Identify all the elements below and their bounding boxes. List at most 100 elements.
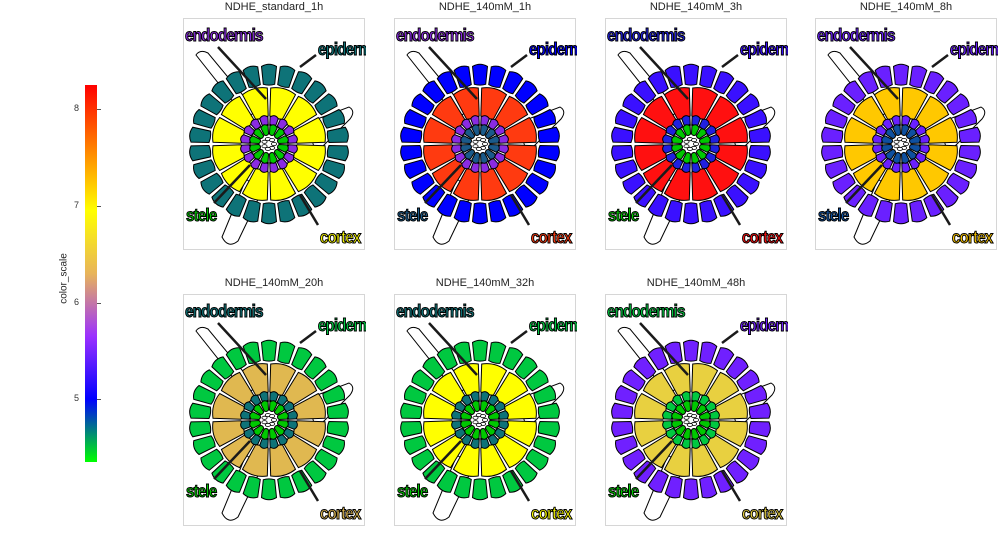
stele-cell (460, 135, 473, 145)
epidermis-cell (682, 478, 700, 501)
epidermis-cell (326, 144, 349, 162)
stele-cell (479, 124, 489, 137)
stele-cell (268, 151, 278, 164)
endodermis-cell (240, 420, 252, 430)
cortex-label: cortex (742, 503, 784, 523)
cortex-pointer (298, 470, 320, 502)
epidermis-cell (622, 369, 646, 392)
stele-label: stele (186, 205, 217, 225)
endodermis-cell (691, 115, 701, 127)
colorbar-tick-label: 6 (74, 296, 80, 307)
stele-cell (268, 400, 278, 413)
endodermis-cell (891, 161, 901, 173)
stele-cell (892, 124, 902, 137)
colorbar-tick-mark (97, 302, 101, 304)
stele-cell (268, 124, 278, 137)
epidermis-cell (909, 65, 928, 88)
stele-cell (273, 424, 285, 436)
epidermis-cell (291, 347, 313, 371)
epidermis-cell (713, 347, 735, 371)
xylem-cell (480, 414, 487, 419)
stele-cell (276, 143, 289, 153)
stele-cell (682, 427, 692, 440)
epidermis-cell (537, 144, 560, 162)
epidermis-cell (633, 356, 657, 380)
endodermis-cell (480, 115, 490, 127)
epidermis-cell (193, 435, 216, 456)
epidermis-cell (821, 144, 844, 162)
epidermis-cell (314, 172, 338, 195)
endodermis-cell (691, 437, 701, 449)
endodermis-cell (269, 115, 279, 127)
epidermis-cell (633, 460, 657, 484)
stele-cell (273, 404, 285, 416)
endodermis-cell (470, 115, 480, 127)
stele-cell (484, 424, 496, 436)
epidermis-cell (611, 126, 634, 144)
epidermis-cell (857, 193, 879, 217)
endodermis-cell (891, 115, 901, 127)
epidermis-cell (260, 63, 278, 86)
stele-cell (675, 424, 687, 436)
epidermis-cell (211, 184, 235, 208)
colorbar-tick-label: 8 (74, 103, 80, 114)
epidermis-cell (303, 80, 327, 104)
epidermis-cell (713, 71, 735, 95)
stele-cell (905, 148, 917, 160)
endodermis-pointer (428, 46, 478, 100)
epidermis-pointer (721, 330, 739, 344)
xylem-cell (472, 139, 479, 144)
epidermis-pointer (299, 54, 317, 68)
epidermis-cell (843, 80, 867, 104)
endodermis-cell (259, 437, 269, 449)
stele-cell (695, 148, 707, 160)
epidermis-cell (633, 184, 657, 208)
endodermis-cell (269, 437, 279, 449)
stele-cell (249, 135, 262, 145)
epidermis-cell (471, 478, 489, 501)
stele-cell (690, 400, 700, 413)
epidermis-cell (699, 476, 718, 499)
epidermis-cell (744, 435, 767, 456)
epidermis-cell (436, 193, 458, 217)
epidermis-cell (725, 80, 749, 104)
cortex-label: cortex (952, 227, 994, 247)
endodermis-pointer (639, 46, 689, 100)
epidermis-cell (615, 384, 638, 405)
endodermis-cell (480, 161, 490, 173)
colorbar-title: color_scale (58, 253, 70, 304)
epidermis-cell (211, 356, 235, 380)
endodermis-cell (497, 144, 509, 154)
endodermis-label: endodermis (817, 25, 895, 45)
stele-pointer (635, 164, 673, 204)
xylem-cell (271, 418, 278, 423)
endodermis-cell (286, 144, 298, 154)
stele-pointer (635, 440, 673, 480)
epidermis-cell (725, 356, 749, 380)
epidermis-label: epidermis (318, 39, 366, 59)
epidermis-cell (748, 420, 771, 438)
epidermis-cell (322, 108, 345, 129)
stele-cell (682, 124, 692, 137)
epidermis-cell (291, 71, 313, 95)
stele-cell (695, 404, 707, 416)
epidermis-label: epidermis (318, 315, 366, 335)
stele-label: stele (397, 205, 428, 225)
endodermis-cell (451, 134, 463, 144)
epidermis-cell (326, 402, 349, 420)
endodermis-cell (470, 161, 480, 173)
epidermis-cell (314, 448, 338, 471)
epidermis-cell (471, 63, 489, 86)
stele-cell (698, 419, 711, 429)
root-cross-section: endodermis epidermis stele cortex (185, 300, 366, 523)
stele-cell (253, 128, 265, 140)
colorbar-tick-label: 7 (74, 199, 80, 210)
endodermis-cell (451, 410, 463, 420)
xylem-cell (261, 139, 268, 144)
epidermis-cell (211, 460, 235, 484)
stele-label: stele (397, 481, 428, 501)
root-cross-section: endodermis epidermis stele cortex (607, 300, 788, 523)
xylem-cell (472, 420, 479, 425)
epidermis-cell (193, 159, 216, 180)
cortex-pointer (298, 194, 320, 226)
